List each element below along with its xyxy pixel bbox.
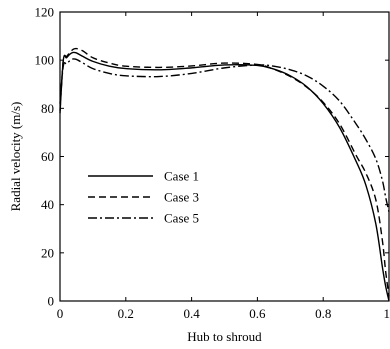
x-tick-label: 0.6 xyxy=(249,306,266,321)
x-tick-label: 0.4 xyxy=(183,306,200,321)
series-line-case-3 xyxy=(59,47,390,297)
y-tick-label: 100 xyxy=(35,53,55,68)
y-tick-label: 80 xyxy=(41,101,54,116)
legend: Case 1 Case 3 Case 5 xyxy=(88,169,199,226)
y-tick-label: 0 xyxy=(48,294,55,309)
plot-frame xyxy=(59,11,390,302)
x-axis-label: Hub to shroud xyxy=(187,329,262,344)
y-tick-label: 120 xyxy=(35,5,55,20)
y-tick-label: 20 xyxy=(41,245,54,260)
y-tick-label: 40 xyxy=(41,197,54,212)
legend-label-case-1: Case 1 xyxy=(164,169,199,184)
axis-tick-labels: 0 0.2 0.4 0.6 0.8 1 0 20 40 60 80 100 120 xyxy=(35,5,390,322)
axis-ticks xyxy=(59,11,390,302)
x-tick-label: 0.8 xyxy=(315,306,331,321)
x-tick-label: 1 xyxy=(384,306,390,321)
series-line-case-5 xyxy=(59,58,390,213)
legend-label-case-5: Case 5 xyxy=(164,211,199,226)
legend-label-case-3: Case 3 xyxy=(164,190,199,205)
x-tick-label: 0.2 xyxy=(118,306,134,321)
y-tick-label: 60 xyxy=(41,149,54,164)
series-line-case-1 xyxy=(59,51,390,302)
y-axis-label: Radial velocity (m/s) xyxy=(8,102,23,212)
x-tick-label: 0 xyxy=(57,306,64,321)
data-series xyxy=(59,47,390,302)
